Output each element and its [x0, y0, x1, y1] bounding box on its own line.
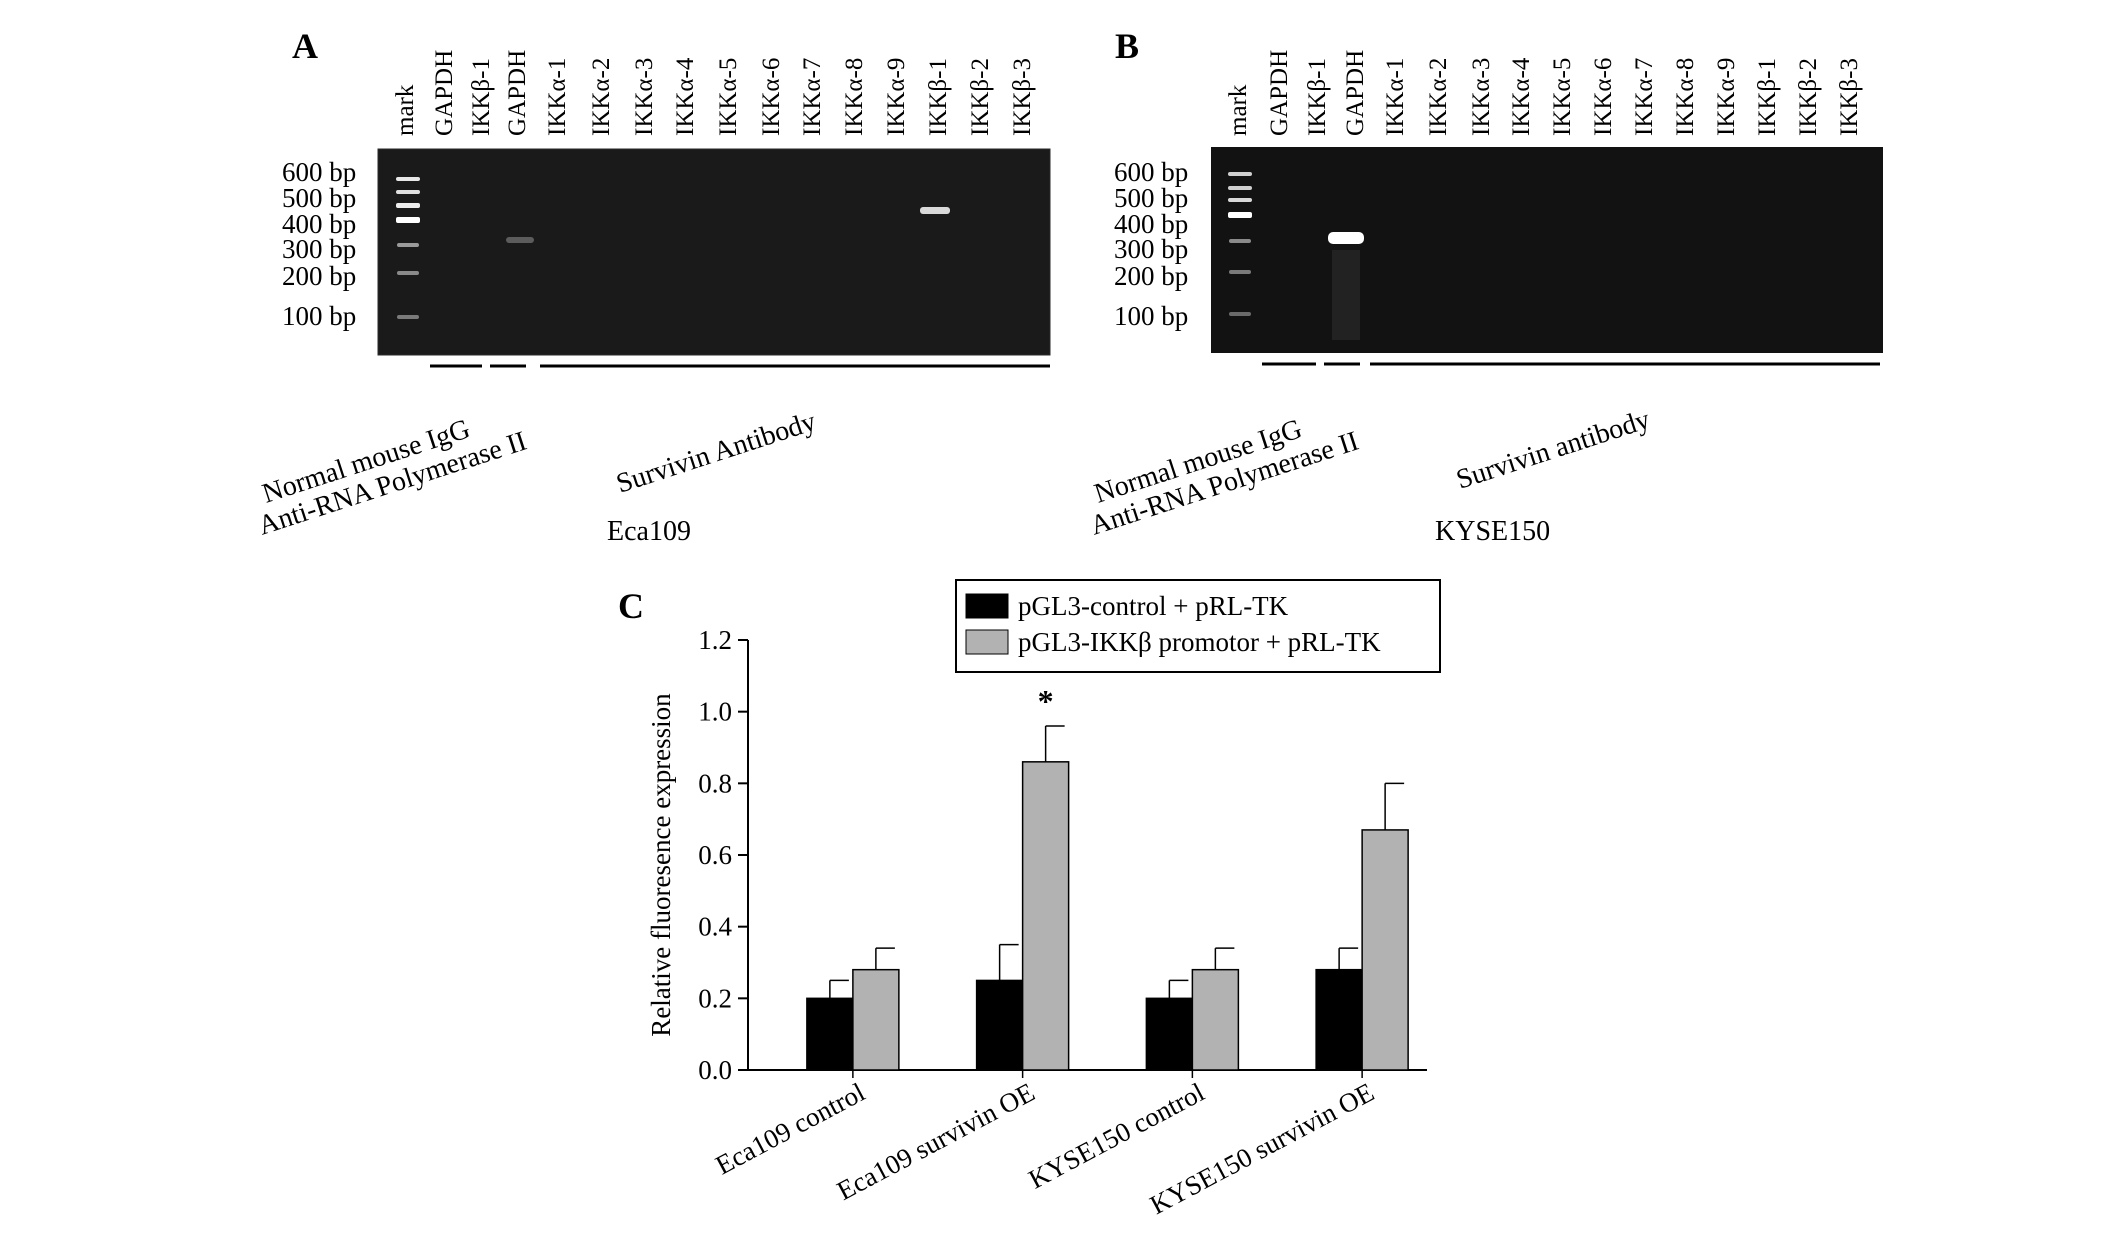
- y-tick-label: 0.0: [698, 1055, 732, 1085]
- lane-label: IKKβ-3: [1836, 58, 1863, 136]
- significance-marker: *: [1038, 683, 1054, 719]
- legend-box: [955, 579, 1441, 673]
- bar: [1021, 761, 1070, 1071]
- legend-label: pGL3-control + pRL-TK: [1018, 591, 1289, 621]
- panel-a: A mark GAPDH IKKβ-1 GAPDH IKKα-1 IKKα-2 …: [255, 26, 1051, 547]
- lane-label: IKKα-8: [1672, 58, 1699, 136]
- lane-label: IKKβ-2: [1795, 58, 1822, 136]
- lane-label: mark: [392, 84, 419, 136]
- panel-a-gel-image: [377, 148, 1051, 356]
- panel-c-letter: C: [618, 586, 644, 626]
- lane-label: GAPDH: [431, 50, 458, 136]
- bar: [975, 979, 1024, 1071]
- lane-label: IKKα-7: [1631, 58, 1658, 136]
- group-label: Survivin Antibody: [613, 406, 820, 500]
- y-axis-label: Relative fluoresence expression: [646, 693, 676, 1037]
- lane-label: IKKα-6: [1590, 58, 1617, 136]
- panel-b-gel-image: [1211, 147, 1883, 353]
- lane-label: IKKα-5: [715, 58, 742, 136]
- marker-label: 100 bp: [282, 301, 356, 331]
- lane-label: IKKβ-1: [925, 58, 952, 136]
- legend-swatch: [965, 593, 1009, 619]
- cell-line-label: KYSE150: [1435, 516, 1550, 547]
- lane-label: IKKα-1: [544, 58, 571, 136]
- marker-label: 300 bp: [282, 234, 356, 264]
- lane-label: IKKβ-2: [967, 58, 994, 136]
- marker-label: 600 bp: [282, 157, 356, 187]
- y-tick-label: 0.6: [698, 840, 732, 870]
- y-tick-label: 1.2: [698, 625, 732, 655]
- bar: [1191, 968, 1240, 1071]
- lane-label: GAPDH: [1342, 50, 1369, 136]
- legend-label: pGL3-IKKβ promotor + pRL-TK: [1018, 627, 1381, 657]
- panel-c: C 0.0 0.2 0.4 0.6 0.8 1.0 1.2 Relative fluorese…: [618, 579, 1441, 1220]
- marker-label: 100 bp: [1114, 301, 1188, 331]
- y-tick-label: 0.4: [698, 912, 732, 942]
- bar: [852, 968, 900, 1071]
- panel-b: B mark GAPDH IKKβ-1 GAPDH IKKα-1 IKKα-2 …: [1087, 26, 1883, 547]
- lane-label: IKKα-4: [672, 57, 699, 136]
- lane-label: GAPDH: [504, 50, 531, 136]
- panel-b-lane-labels: mark GAPDH IKKβ-1 GAPDH IKKα-1 IKKα-2 IK…: [1225, 50, 1863, 136]
- cell-line-label: Eca109: [607, 516, 691, 547]
- marker-label: 500 bp: [1114, 183, 1188, 213]
- bar: [1315, 968, 1363, 1071]
- panel-b-marker-labels: 600 bp 500 bp 400 bp 300 bp 200 bp 100 b…: [1114, 157, 1188, 331]
- y-tick-label: 0.2: [698, 983, 732, 1013]
- bar-chart: 0.0 0.2 0.4 0.6 0.8 1.0 1.2 Relative fluoresenc…: [646, 579, 1441, 1220]
- lane-label: IKKα-4: [1508, 57, 1535, 136]
- marker-label: 400 bp: [282, 209, 356, 239]
- bar: [1145, 997, 1194, 1071]
- lane-label: IKKα-8: [841, 58, 868, 136]
- panel-a-marker-labels: 600 bp 500 bp 400 bp 300 bp 200 bp 100 b…: [282, 157, 356, 331]
- lane-label: IKKα-9: [1713, 58, 1740, 136]
- lane-label: mark: [1225, 84, 1252, 136]
- marker-label: 600 bp: [1114, 157, 1188, 187]
- lane-label: IKKα-5: [1549, 58, 1576, 136]
- panel-b-letter: B: [1115, 26, 1139, 66]
- panel-a-letter: A: [292, 26, 318, 66]
- marker-label: 400 bp: [1114, 209, 1188, 239]
- lane-label: IKKα-7: [799, 58, 826, 136]
- lane-label: GAPDH: [1266, 50, 1293, 136]
- lane-label: IKKα-2: [1425, 58, 1452, 136]
- marker-label: 500 bp: [282, 183, 356, 213]
- lane-label: IKKα-3: [631, 58, 658, 136]
- lane-label: IKKα-9: [883, 58, 910, 136]
- y-tick-label: 1.0: [698, 697, 732, 727]
- marker-label: 300 bp: [1114, 234, 1188, 264]
- lane-label: IKKβ-1: [1754, 58, 1781, 136]
- lane-label: IKKβ-1: [1304, 58, 1331, 136]
- x-tick-label: Eca109 control: [711, 1077, 870, 1181]
- lane-label: IKKα-1: [1382, 58, 1409, 136]
- lane-label: IKKβ-3: [1009, 58, 1036, 136]
- bar: [806, 997, 854, 1071]
- marker-label: 200 bp: [1114, 261, 1188, 291]
- marker-label: 200 bp: [282, 261, 356, 291]
- legend-swatch: [965, 629, 1009, 655]
- group-label: Survivin antibody: [1453, 404, 1654, 496]
- y-tick-label: 0.8: [698, 768, 732, 798]
- lane-label: IKKβ-1: [468, 58, 495, 136]
- lane-label: IKKα-6: [758, 58, 785, 136]
- panel-a-lane-labels: mark GAPDH IKKβ-1 GAPDH IKKα-1 IKKα-2 IK…: [392, 50, 1036, 136]
- lane-label: IKKα-3: [1468, 58, 1495, 136]
- lane-label: IKKα-2: [588, 58, 615, 136]
- bar: [1361, 829, 1409, 1071]
